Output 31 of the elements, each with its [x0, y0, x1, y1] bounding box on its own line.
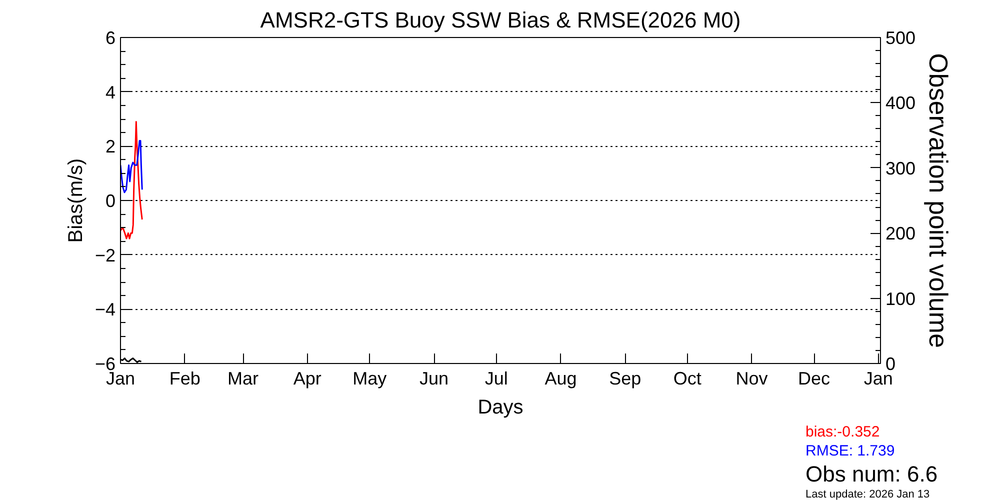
- x-tick-label: May: [352, 368, 387, 388]
- text: Last update: 2026 Jan 13: [806, 488, 930, 500]
- y-tick-label: 0: [105, 191, 116, 211]
- x-axis-title: Days: [478, 396, 524, 418]
- y2-tick-label: 100: [886, 288, 916, 309]
- y-tick-label: −2: [94, 245, 116, 266]
- y2-axis-title: Observation point volume: [924, 53, 954, 348]
- y-tick-label: 4: [105, 82, 116, 102]
- y2-tick-label: 200: [886, 224, 916, 244]
- text: RMSE: 1.739: [806, 442, 895, 460]
- x-tick-label: Nov: [736, 368, 768, 388]
- x-tick-label: Jun: [420, 368, 449, 388]
- x-tick-label: Mar: [228, 368, 259, 388]
- text: Obs num: 6.6: [806, 462, 938, 486]
- y-axis-title: Bias(m/s): [64, 158, 87, 243]
- x-tick-label: Oct: [673, 368, 702, 388]
- x-tick-label: Aug: [544, 368, 577, 388]
- x-tick-label: Jul: [484, 368, 508, 388]
- x-tick-label: Apr: [293, 368, 322, 388]
- y2-tick-label: 0: [886, 354, 896, 374]
- y-tick-label: 6: [105, 28, 116, 48]
- y-tick-label: −4: [94, 300, 116, 320]
- y2-tick-label: 300: [886, 158, 916, 178]
- x-tick-label: Feb: [169, 368, 200, 388]
- x-tick-label: Dec: [798, 368, 830, 388]
- x-tick-label: Sep: [609, 368, 642, 388]
- text: bias:-0.352: [806, 424, 880, 440]
- y-tick-label: 2: [105, 136, 116, 157]
- y2-tick-label: 500: [886, 28, 916, 48]
- y2-tick-label: 400: [886, 93, 916, 114]
- chart-title: AMSR2-GTS Buoy SSW Bias & RMSE(2026 M0): [260, 8, 741, 32]
